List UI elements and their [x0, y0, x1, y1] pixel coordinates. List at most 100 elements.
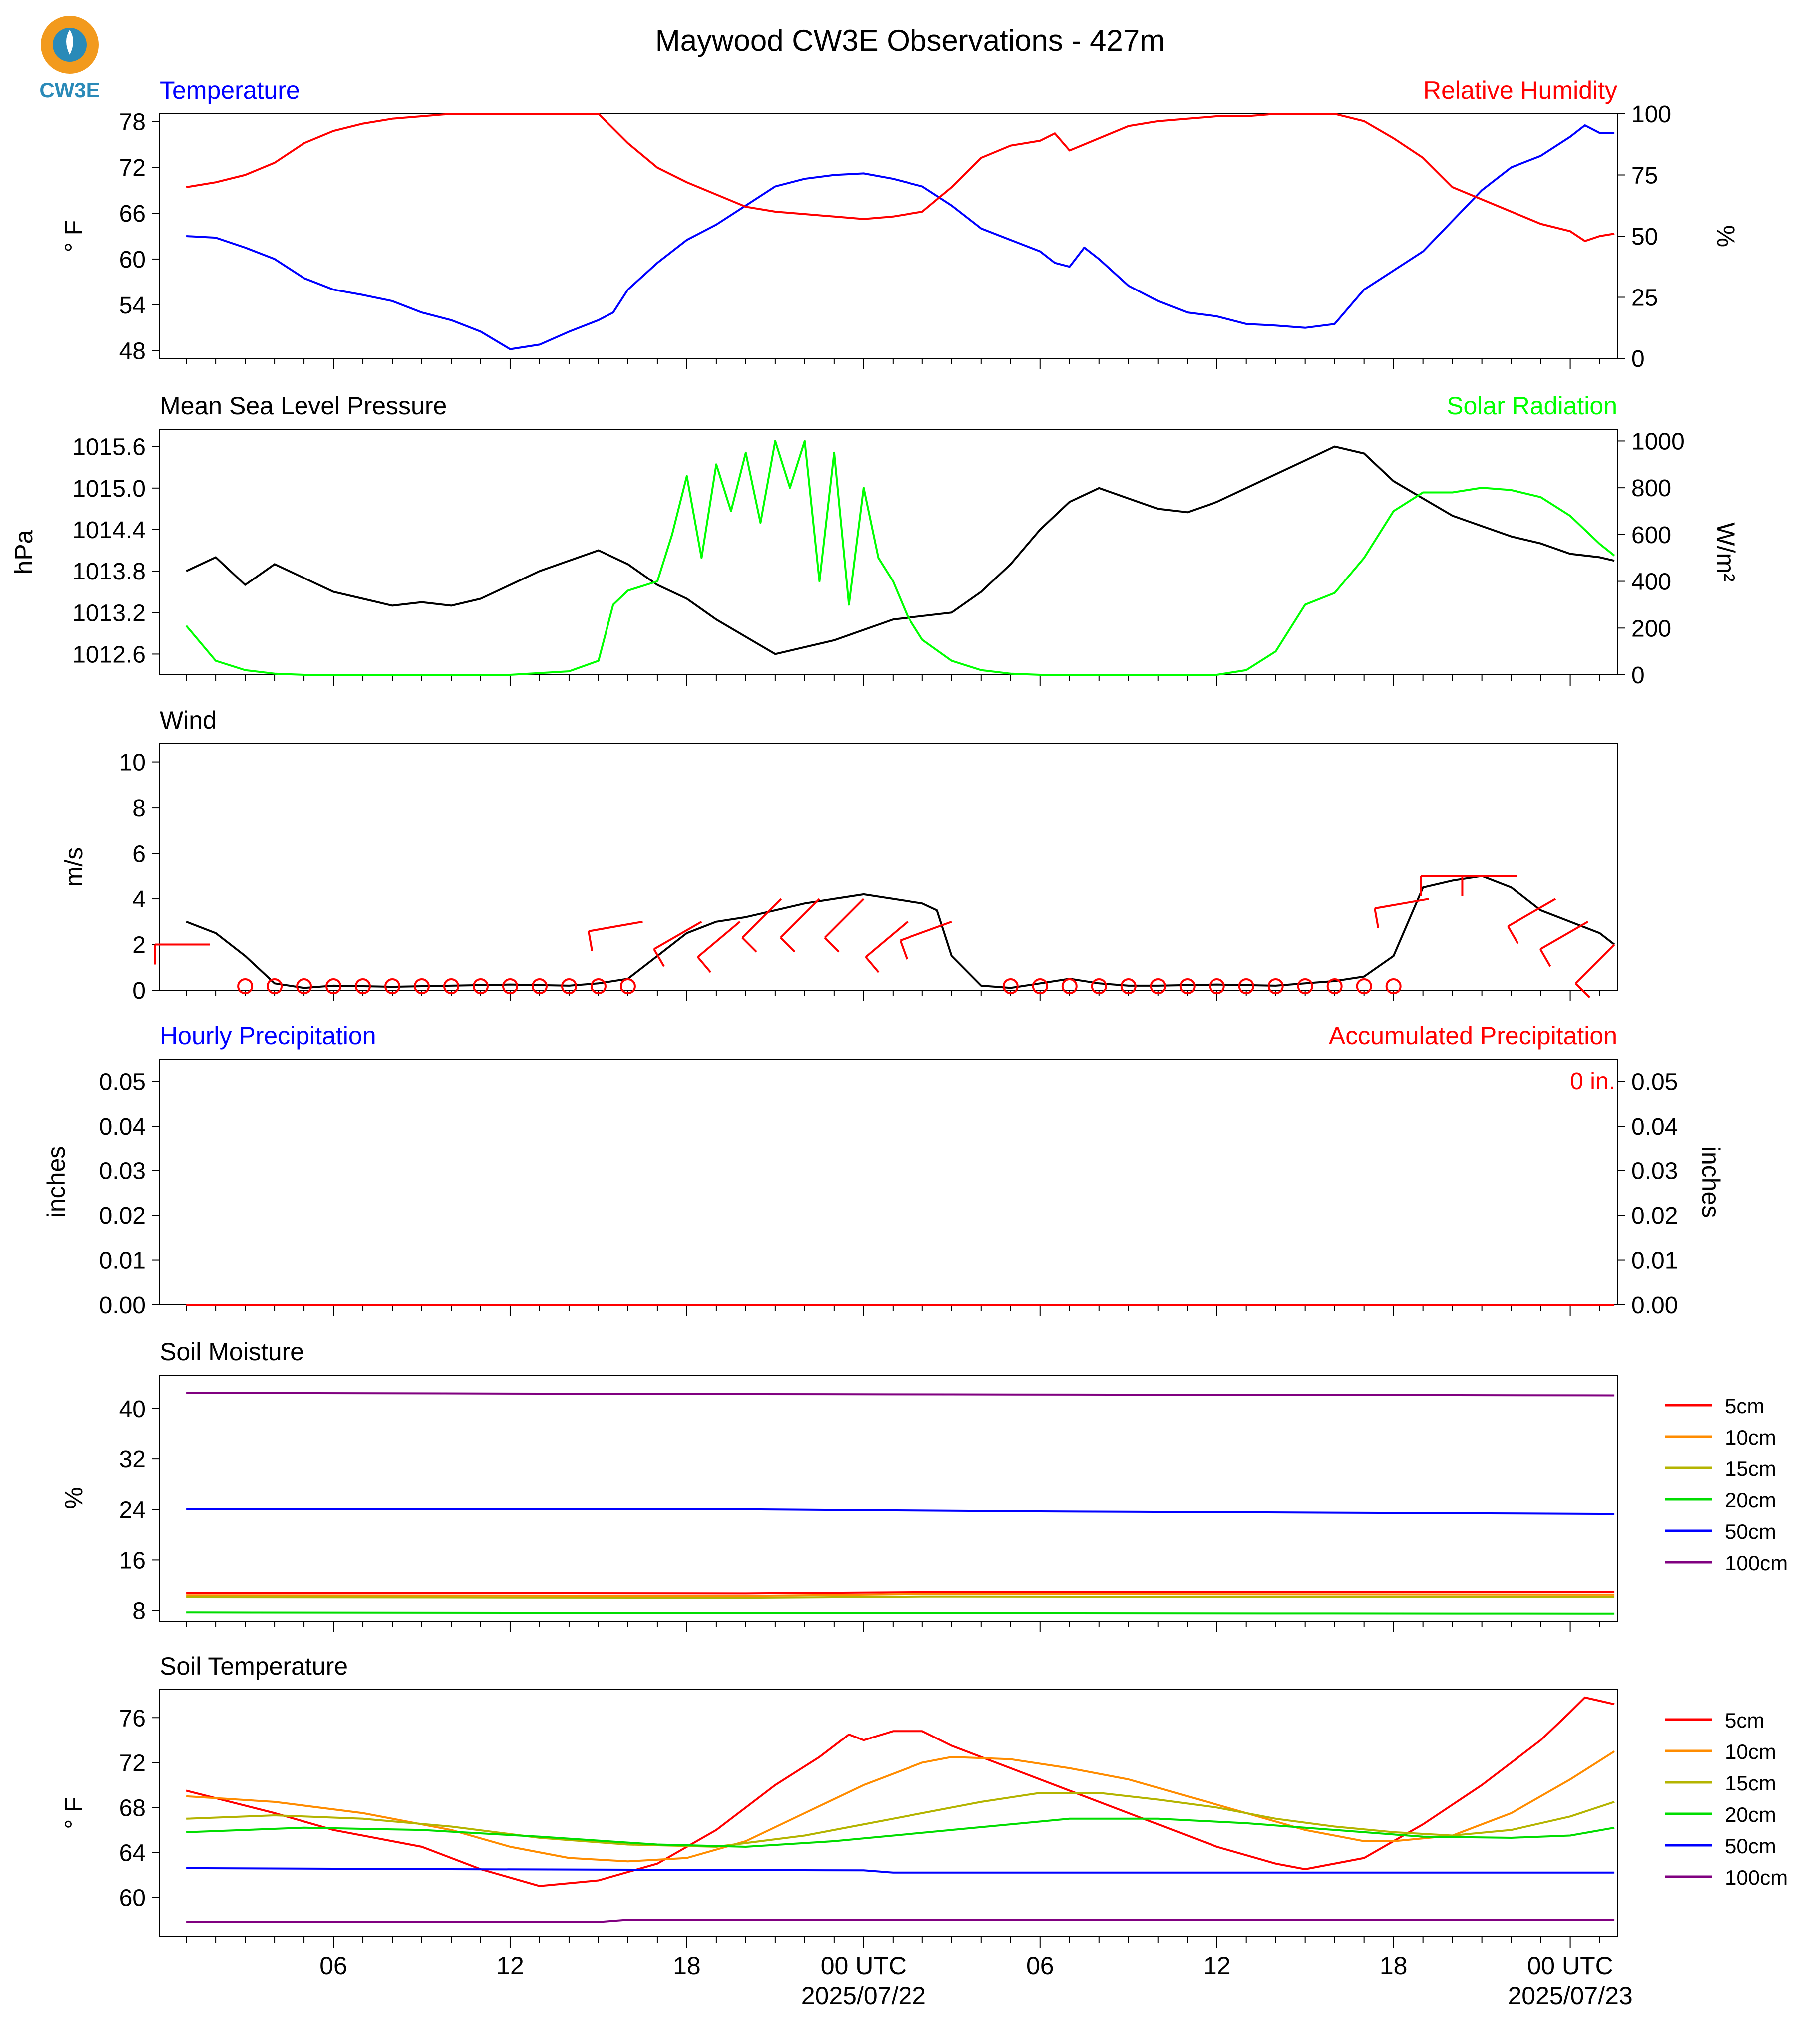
- panel-frame: [159, 1689, 1618, 1937]
- series-line-10cm: [186, 1750, 1615, 1863]
- legend-label: 10cm: [1725, 1426, 1776, 1449]
- series-line-1: [186, 113, 1615, 242]
- calm-wind-marker: [1356, 978, 1372, 994]
- calm-wind-marker: [325, 978, 342, 994]
- logo-text: CW3E: [39, 78, 100, 102]
- y-left-tick-label: 2: [132, 932, 146, 959]
- series-line-0: [186, 875, 1615, 989]
- x-tick-label: 18: [1380, 1952, 1408, 1980]
- y-right-tick-label: 0.05: [1631, 1069, 1678, 1096]
- panel-title-right: Relative Humidity: [1423, 76, 1617, 104]
- calm-wind-marker: [1120, 978, 1137, 994]
- y-right-tick-label: 400: [1631, 569, 1671, 595]
- y-left-tick-label: 0: [132, 978, 146, 1004]
- y-left-tick-label: 60: [119, 1885, 146, 1911]
- panel-title-left: Soil Temperature: [160, 1652, 348, 1680]
- accumulated-total-label: 0 in.: [1570, 1068, 1615, 1095]
- wind-barb: [588, 920, 643, 951]
- wind-barb: [1574, 944, 1615, 998]
- panel-soil-moisture: Soil Moisture 40 32 24 16 8% 5cm 10cm 15cm 20cm 50…: [60, 1338, 1788, 1632]
- y-right-tick-label: 0.04: [1631, 1114, 1678, 1140]
- wind-barb: [653, 921, 702, 967]
- y-left-tick-label: 1012.6: [72, 641, 146, 668]
- x-tick-label: 06: [1026, 1952, 1054, 1980]
- calm-wind-marker: [1150, 978, 1166, 994]
- panel-temperature-humidity: Temperature Relative Humidity 78 72 66 60 54 48…: [60, 76, 1740, 372]
- y-left-label: hPa: [10, 530, 38, 574]
- y-left-tick-label: 8: [132, 1598, 146, 1625]
- y-left-tick-label: 1014.4: [72, 517, 146, 544]
- wind-barb: [1461, 875, 1517, 896]
- x-date-label: 2025/07/23: [1508, 1982, 1632, 2010]
- series-line-20cm: [186, 1611, 1615, 1615]
- calm-wind-marker: [531, 978, 548, 994]
- y-right-tick-label: 0.03: [1631, 1159, 1678, 1185]
- logo-sun-icon: [41, 16, 99, 74]
- series-line-0: [186, 445, 1615, 655]
- y-right-tick-label: 800: [1631, 475, 1671, 502]
- panel-title-left: Hourly Precipitation: [160, 1022, 376, 1050]
- calm-wind-marker: [590, 978, 607, 994]
- panel-title-left: Soil Moisture: [160, 1338, 304, 1366]
- y-left-tick-label: 6: [132, 841, 146, 868]
- wind-barb: [697, 921, 741, 973]
- series-line-10cm: [186, 1593, 1615, 1597]
- calm-wind-marker: [502, 978, 518, 994]
- y-right-tick-label: 200: [1631, 615, 1671, 642]
- legend-label: 15cm: [1725, 1457, 1776, 1480]
- y-right-tick-label: 0: [1631, 346, 1645, 372]
- y-left-label: m/s: [60, 847, 88, 887]
- y-right-tick-label: 0: [1631, 662, 1645, 689]
- calm-wind-marker: [443, 978, 459, 994]
- calm-wind-marker: [355, 978, 371, 994]
- y-right-tick-label: 25: [1631, 285, 1658, 311]
- calm-wind-marker: [1179, 978, 1196, 994]
- legend-label: 50cm: [1725, 1834, 1776, 1858]
- y-right-label: inches: [1697, 1146, 1725, 1218]
- y-right-tick-label: 0.00: [1631, 1292, 1678, 1319]
- calm-wind-marker: [1385, 978, 1402, 994]
- y-left-tick-label: 64: [119, 1840, 146, 1866]
- series-line-0: [186, 124, 1615, 350]
- legend-label: 100cm: [1725, 1866, 1788, 1889]
- wind-barb: [1539, 921, 1589, 967]
- calm-wind-marker: [267, 978, 283, 994]
- y-left-label: ° F: [60, 220, 88, 252]
- y-left-tick-label: 68: [119, 1795, 146, 1821]
- calm-wind-marker: [1032, 978, 1048, 994]
- y-left-tick-label: 66: [119, 201, 146, 227]
- y-left-tick-label: 0.03: [99, 1159, 146, 1185]
- series-line-15cm: [186, 1792, 1615, 1848]
- calm-wind-marker: [561, 978, 577, 994]
- series-line-1: [185, 440, 1615, 676]
- y-left-tick-label: 0.05: [99, 1069, 146, 1096]
- y-left-tick-label: 54: [119, 292, 146, 319]
- y-left-tick-label: 0.02: [99, 1203, 146, 1229]
- panel-title-right: Solar Radiation: [1447, 392, 1617, 420]
- panel-title-left: Mean Sea Level Pressure: [160, 392, 447, 420]
- panel-frame: [159, 113, 1618, 359]
- y-left-tick-label: 0.01: [99, 1248, 146, 1274]
- wind-barb: [865, 921, 909, 973]
- legend-label: 15cm: [1725, 1771, 1776, 1795]
- calm-wind-marker: [296, 978, 312, 994]
- y-left-tick-label: 78: [119, 109, 146, 135]
- y-left-tick-label: 32: [119, 1447, 146, 1473]
- calm-wind-marker: [1267, 978, 1284, 994]
- y-left-tick-label: 16: [119, 1547, 146, 1574]
- x-tick-label: 18: [673, 1952, 701, 1980]
- series-line-5cm: [186, 1696, 1615, 1887]
- calm-wind-marker: [1238, 978, 1254, 994]
- y-right-tick-label: 600: [1631, 522, 1671, 549]
- panel-frame: [159, 1059, 1618, 1305]
- y-right-tick-label: 0.01: [1631, 1248, 1678, 1274]
- legend-label: 20cm: [1725, 1488, 1776, 1512]
- panel-frame: [159, 743, 1618, 991]
- logo-drop-icon: [66, 30, 73, 55]
- y-left-label: ° F: [60, 1797, 88, 1829]
- x-tick-label: 12: [496, 1952, 524, 1980]
- calm-wind-marker: [1061, 978, 1078, 994]
- legend-label: 10cm: [1725, 1740, 1776, 1763]
- x-tick-label: 00 UTC: [821, 1952, 907, 1980]
